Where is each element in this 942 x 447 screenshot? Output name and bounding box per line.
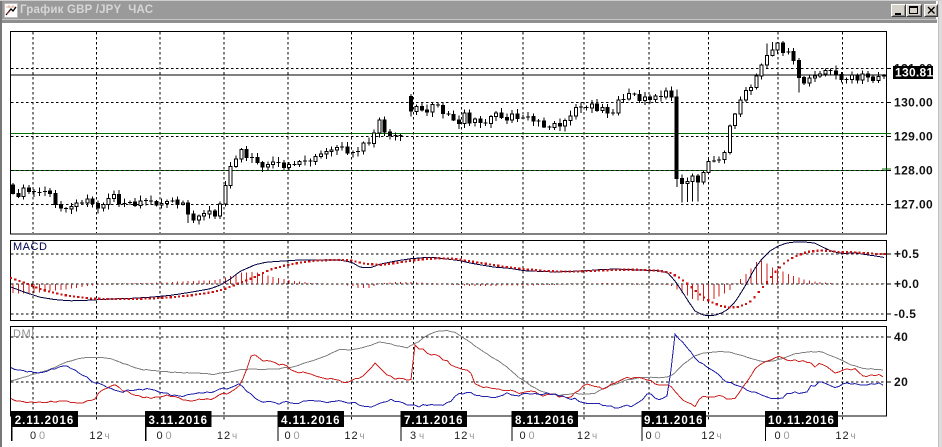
svg-text:130.81: 130.81 [895, 66, 934, 80]
svg-text:ч: ч [419, 431, 424, 442]
svg-text:3: 3 [410, 430, 417, 442]
svg-text:ч: ч [717, 431, 722, 442]
svg-text:12: 12 [217, 430, 231, 442]
svg-text:0: 0 [284, 430, 291, 442]
svg-text:130.00: 130.00 [894, 96, 933, 110]
svg-text:ч: ч [232, 431, 237, 442]
svg-text:12: 12 [89, 430, 103, 442]
svg-text:8.11.2016: 8.11.2016 [515, 415, 575, 427]
svg-text:-0.5: -0.5 [894, 307, 916, 321]
svg-text:+0.0: +0.0 [894, 277, 919, 291]
svg-text:DMI: DMI [13, 328, 35, 340]
svg-text:2.11.2016: 2.11.2016 [15, 415, 75, 427]
svg-text:40: 40 [894, 330, 908, 344]
svg-text:3.11.2016: 3.11.2016 [148, 415, 208, 427]
svg-text:0: 0 [529, 430, 535, 442]
svg-text:0: 0 [166, 430, 172, 442]
svg-text:12: 12 [835, 430, 849, 442]
svg-text:4.11.2016: 4.11.2016 [281, 415, 341, 427]
svg-text:0: 0 [645, 430, 652, 442]
svg-text:12: 12 [577, 430, 591, 442]
svg-text:ч: ч [360, 431, 365, 442]
svg-text:128.00: 128.00 [894, 164, 933, 178]
svg-text:ч: ч [105, 431, 110, 442]
svg-text:20: 20 [894, 375, 908, 389]
svg-text:12: 12 [344, 430, 358, 442]
svg-text:ч: ч [592, 431, 597, 442]
svg-text:12: 12 [454, 430, 468, 442]
svg-text:0: 0 [156, 430, 163, 442]
svg-text:0: 0 [39, 430, 45, 442]
svg-text:0: 0 [774, 430, 781, 442]
svg-text:+0.5: +0.5 [894, 247, 919, 261]
svg-text:129.00: 129.00 [894, 130, 933, 144]
svg-text:12: 12 [701, 430, 715, 442]
svg-text:0: 0 [294, 430, 300, 442]
svg-text:0: 0 [519, 430, 526, 442]
svg-text:10.11.2016: 10.11.2016 [768, 415, 835, 427]
svg-text:0: 0 [655, 430, 661, 442]
svg-text:MACD: MACD [13, 241, 47, 253]
svg-text:127.00: 127.00 [894, 198, 933, 212]
svg-text:0: 0 [784, 430, 790, 442]
svg-text:ч: ч [469, 431, 474, 442]
svg-text:0: 0 [30, 430, 37, 442]
svg-text:9.11.2016: 9.11.2016 [644, 415, 704, 427]
svg-text:7.11.2016: 7.11.2016 [404, 415, 464, 427]
svg-text:ч: ч [851, 431, 856, 442]
